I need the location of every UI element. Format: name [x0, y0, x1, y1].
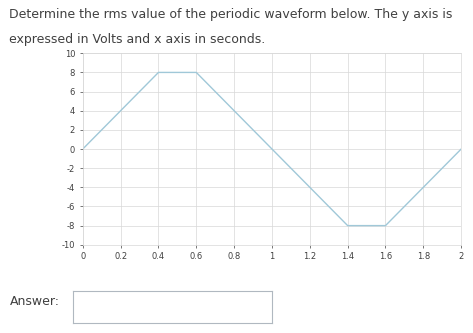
Text: Determine the rms value of the periodic waveform below. The y axis is: Determine the rms value of the periodic … — [9, 8, 453, 21]
Text: Answer:: Answer: — [9, 295, 60, 308]
Text: expressed in Volts and x axis in seconds.: expressed in Volts and x axis in seconds… — [9, 33, 266, 46]
